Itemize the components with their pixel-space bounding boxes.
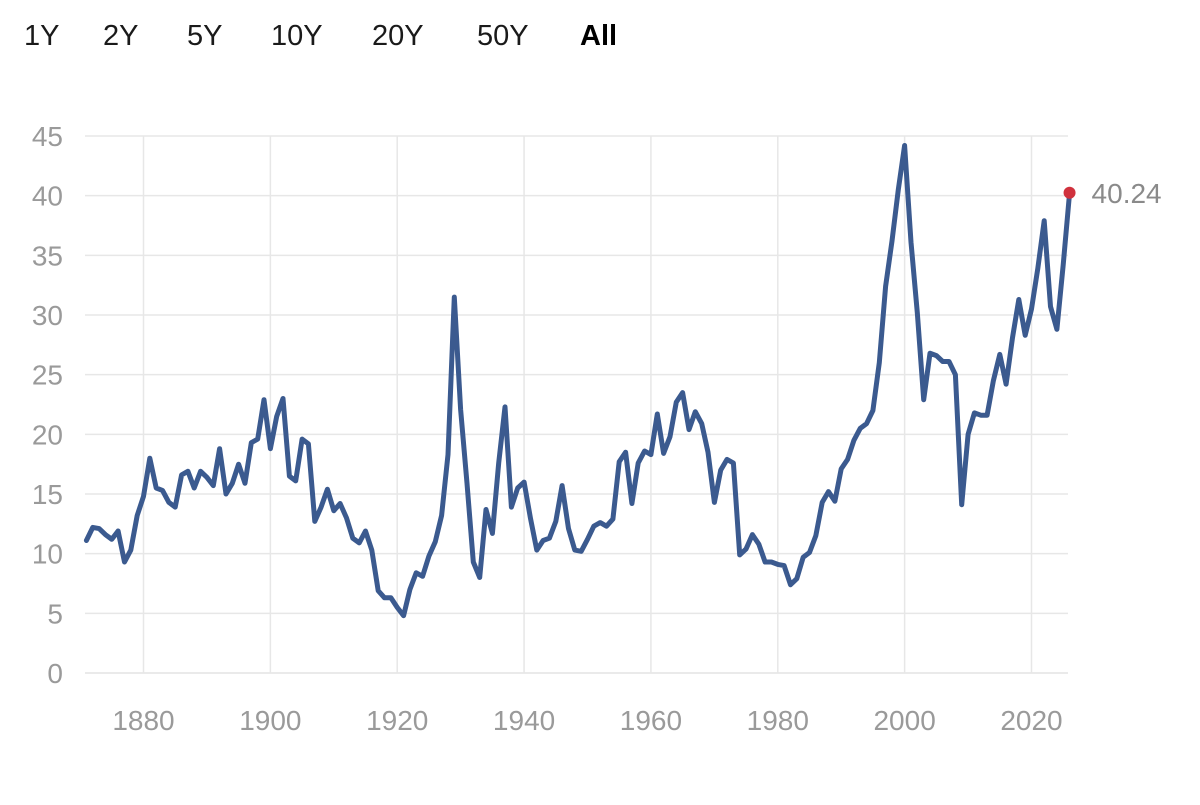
last-value-label: 40.24 bbox=[1092, 178, 1162, 209]
y-axis-labels: 0 5 10 15 20 25 30 35 40 45 bbox=[32, 121, 63, 689]
y-tick-label: 30 bbox=[32, 300, 63, 331]
x-tick-label: 1940 bbox=[493, 705, 555, 736]
y-tick-label: 5 bbox=[47, 598, 63, 629]
range-20y-button[interactable]: 20Y bbox=[372, 14, 424, 58]
x-tick-label: 1880 bbox=[112, 705, 174, 736]
x-tick-label: 2020 bbox=[1000, 705, 1062, 736]
y-tick-label: 25 bbox=[32, 360, 63, 391]
x-tick-label: 2000 bbox=[873, 705, 935, 736]
x-tick-label: 1900 bbox=[239, 705, 301, 736]
range-all-button[interactable]: All bbox=[580, 14, 617, 58]
y-tick-label: 45 bbox=[32, 121, 63, 152]
x-tick-label: 1960 bbox=[620, 705, 682, 736]
range-1y-button[interactable]: 1Y bbox=[24, 14, 59, 58]
range-2y-button[interactable]: 2Y bbox=[103, 14, 138, 58]
range-50y-button[interactable]: 50Y bbox=[477, 14, 529, 58]
last-value-marker bbox=[1063, 186, 1076, 199]
y-tick-label: 40 bbox=[32, 181, 63, 212]
x-axis-labels: 1880 1900 1920 1940 1960 1980 2000 2020 bbox=[112, 705, 1062, 736]
series-line bbox=[83, 143, 1073, 619]
y-tick-label: 0 bbox=[47, 658, 63, 689]
x-tick-label: 1980 bbox=[747, 705, 809, 736]
x-tick-label: 1920 bbox=[366, 705, 428, 736]
y-tick-label: 10 bbox=[32, 539, 63, 570]
y-gridlines bbox=[85, 135, 1068, 674]
y-tick-label: 35 bbox=[32, 240, 63, 271]
range-5y-button[interactable]: 5Y bbox=[187, 14, 222, 58]
y-tick-label: 15 bbox=[32, 479, 63, 510]
range-10y-button[interactable]: 10Y bbox=[271, 14, 323, 58]
x-gridlines bbox=[142, 136, 1033, 673]
y-tick-label: 20 bbox=[32, 419, 63, 450]
